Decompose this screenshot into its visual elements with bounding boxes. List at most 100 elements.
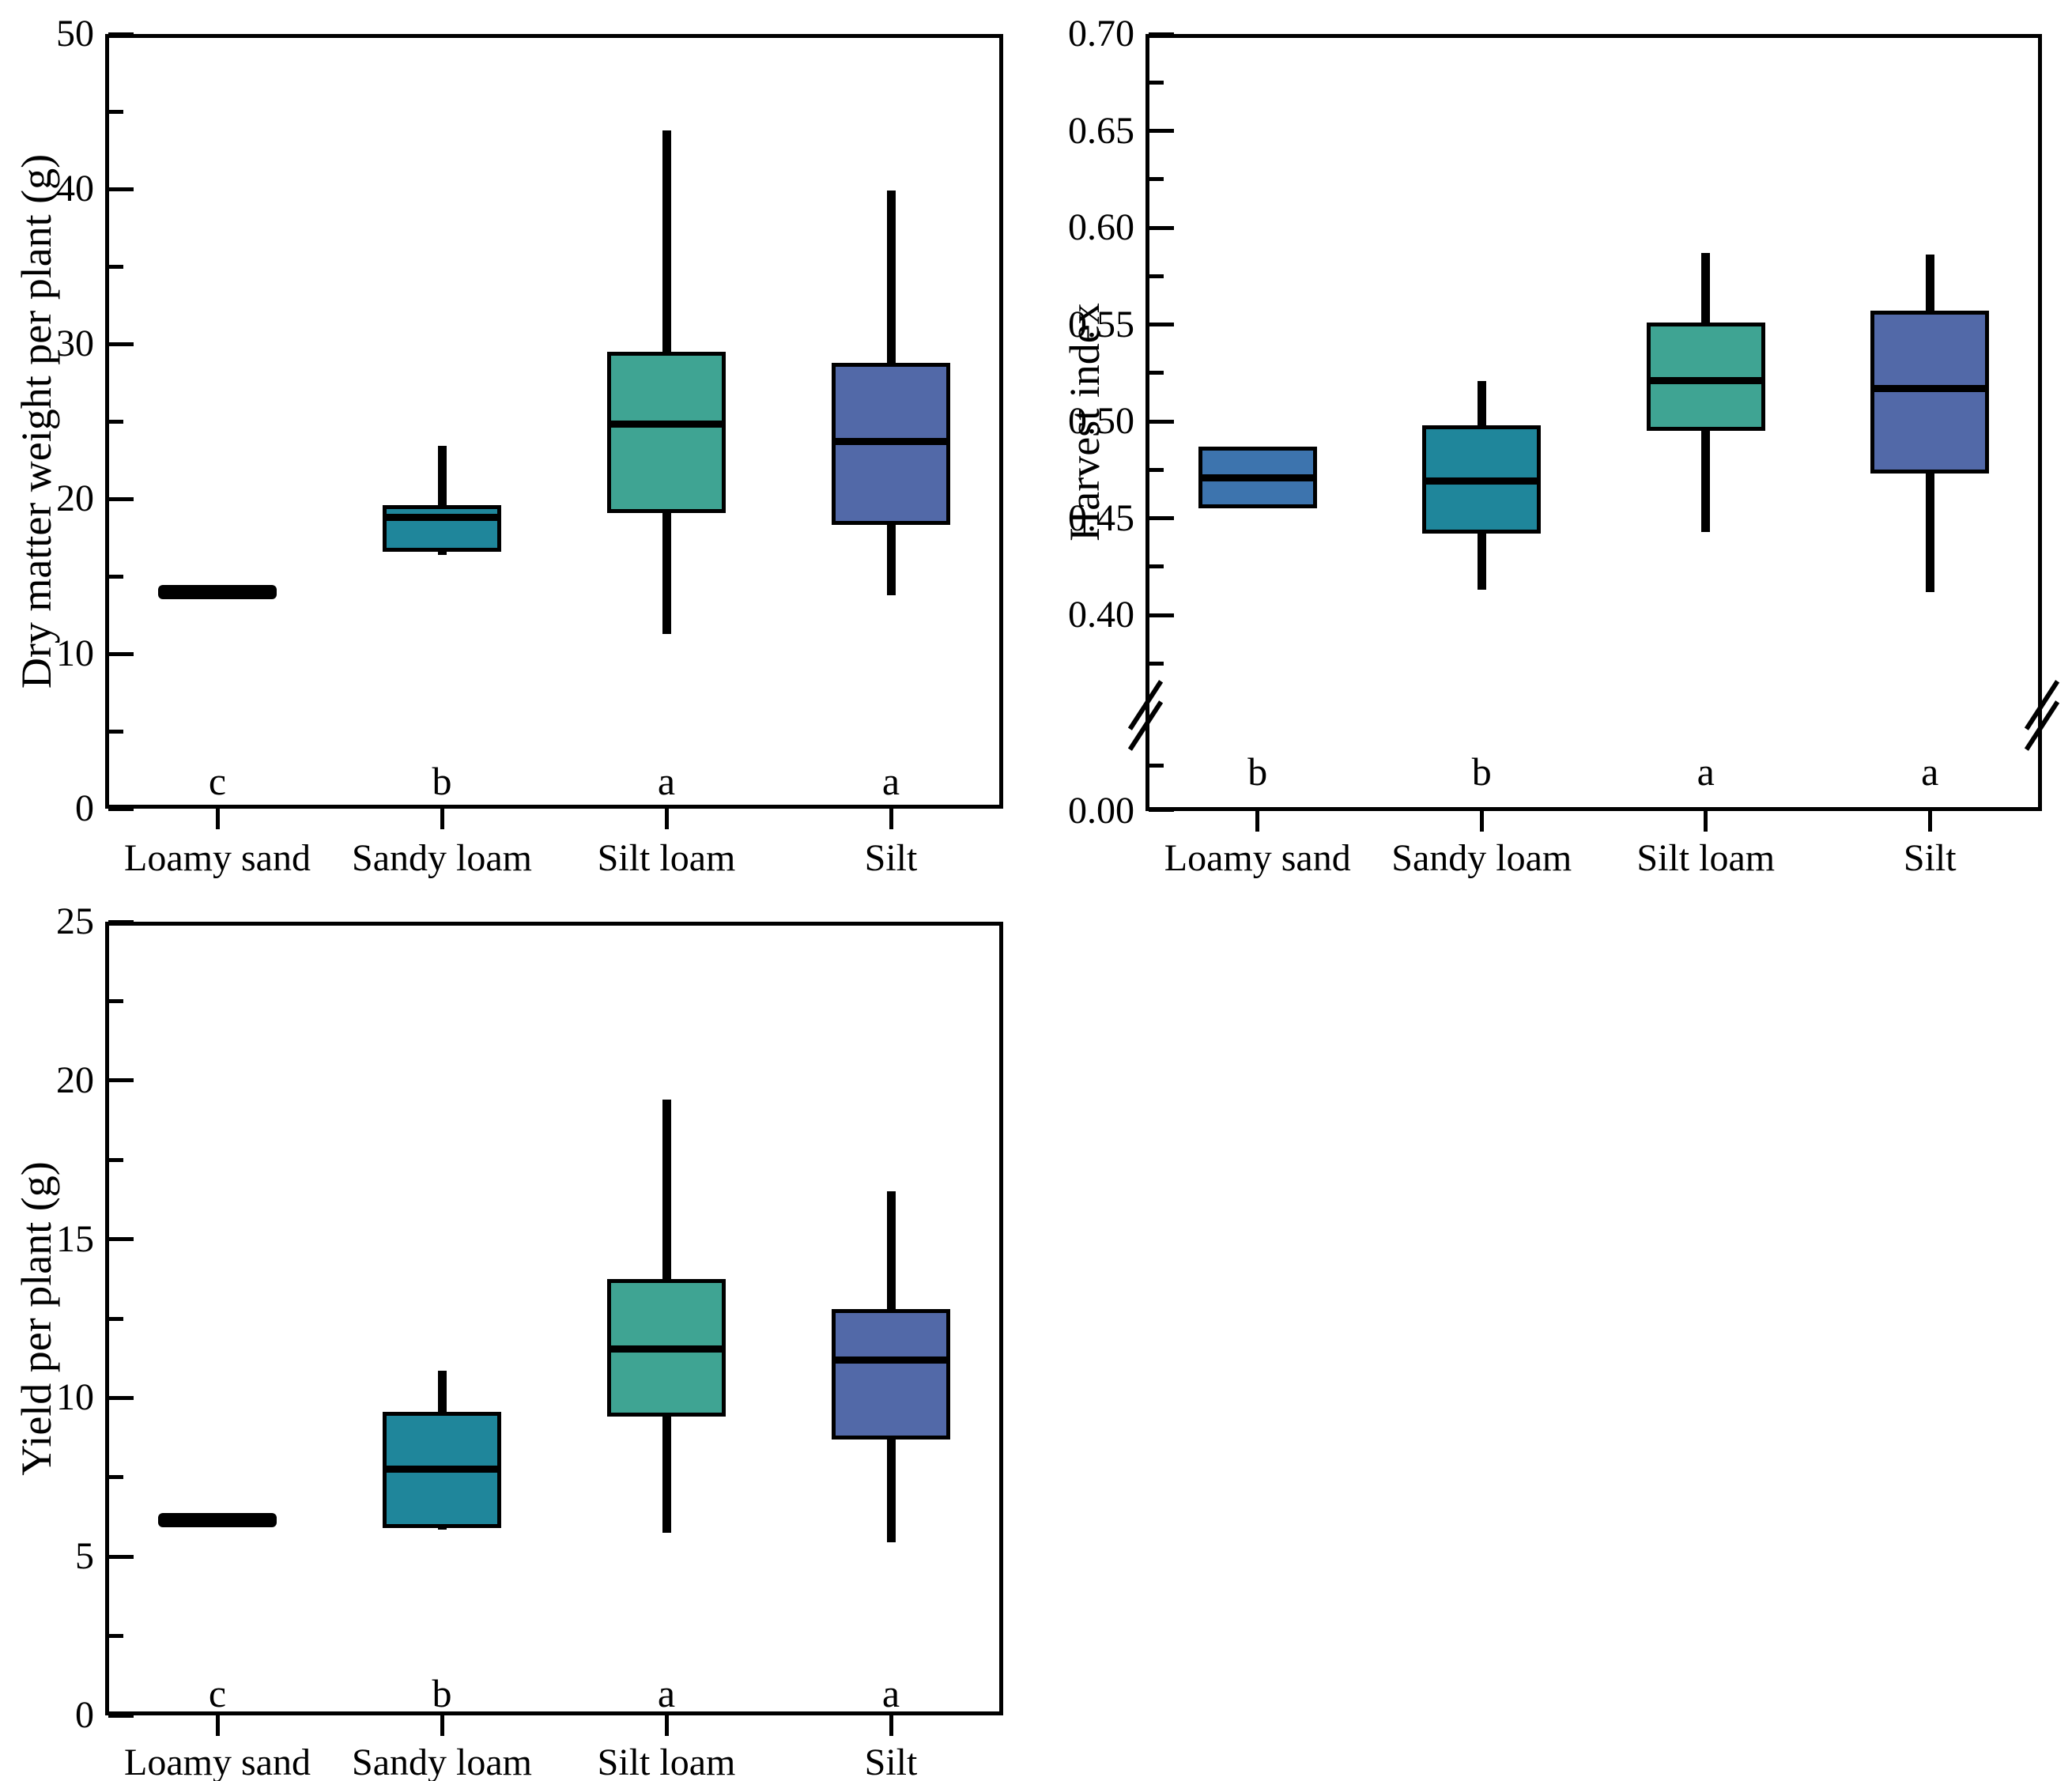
box-median-line [832, 437, 950, 445]
y-axis-tick-label: 0.00 [1068, 790, 1134, 832]
significance-letter: b [1471, 749, 1492, 794]
flat-box-collapsed [158, 584, 277, 599]
y-axis-tick-label: 0.70 [1068, 13, 1134, 55]
significance-letter: a [881, 759, 900, 803]
x-axis-category-label: Silt loam [597, 1741, 736, 1781]
y-axis-minor-tick [1149, 763, 1164, 768]
x-axis-tick [1479, 811, 1484, 832]
y-axis-major-tick [108, 1237, 134, 1242]
x-axis-tick [440, 809, 444, 829]
y-axis-major-tick [1149, 419, 1174, 424]
significance-letter: a [881, 1671, 900, 1715]
significance-letter: b [432, 759, 452, 803]
box-iqr [607, 351, 726, 513]
y-axis-tick-label: 0.55 [1068, 303, 1134, 345]
y-axis-major-tick [108, 919, 134, 924]
y-axis-minor-tick [1149, 177, 1164, 182]
y-axis-minor-tick [108, 574, 123, 579]
x-axis-tick [664, 1715, 669, 1736]
y-axis-major-tick [108, 496, 134, 501]
significance-letter: b [432, 1671, 452, 1715]
x-axis-category-label: Sandy loam [352, 1741, 532, 1781]
y-axis-major-tick [1149, 516, 1174, 520]
y-axis-major-tick [1149, 225, 1174, 230]
y-axis-minor-tick [1149, 661, 1164, 666]
y-axis-tick-label: 0.50 [1068, 400, 1134, 442]
x-axis-category-label: Silt loam [597, 837, 736, 879]
box-median-line [607, 1345, 726, 1353]
x-axis-tick [664, 809, 669, 829]
box-iqr [832, 1308, 950, 1440]
y-axis-minor-tick [108, 1634, 123, 1639]
x-axis-category-label: Sandy loam [352, 837, 532, 879]
y-axis-minor-tick [108, 1316, 123, 1321]
y-axis-tick-label: 5 [75, 1535, 94, 1578]
x-axis-tick [215, 809, 220, 829]
y-axis-tick-label: 0 [75, 787, 94, 829]
x-axis-category-label: Sandy loam [1391, 837, 1572, 879]
y-axis-minor-tick [1149, 467, 1164, 472]
y-axis-major-tick [108, 1554, 134, 1559]
y-axis-major-tick [108, 187, 134, 191]
box-iqr [383, 504, 501, 552]
y-axis-tick-label: 30 [56, 323, 94, 364]
significance-letter: b [1247, 749, 1268, 794]
significance-letter: c [208, 1671, 227, 1715]
y-axis-minor-tick [108, 419, 123, 424]
box-median-line [1198, 474, 1317, 481]
x-axis-category-label: Silt [864, 1741, 918, 1781]
y-axis-title: Yield per plant (g) [13, 1161, 60, 1476]
y-axis-minor-tick [1149, 274, 1164, 278]
significance-letter: c [208, 759, 227, 803]
y-axis-major-tick [108, 1713, 134, 1718]
y-axis-tick-label: 20 [56, 1058, 94, 1101]
significance-letter: a [1696, 749, 1715, 794]
x-axis-category-label: Silt [864, 837, 918, 879]
x-axis-tick [1704, 811, 1708, 832]
x-axis-tick [889, 809, 893, 829]
plot-frame [105, 922, 1003, 1715]
y-axis-minor-tick [108, 1475, 123, 1480]
x-axis-category-label: Loamy sand [124, 1741, 311, 1781]
plot-frame [105, 34, 1003, 809]
y-axis-tick-label: 20 [56, 477, 94, 519]
y-axis-tick-label: 0.45 [1068, 496, 1134, 539]
significance-letter: a [1921, 749, 1939, 794]
box-median-line [383, 514, 501, 522]
significance-letter: a [657, 759, 676, 803]
x-axis-tick [1927, 811, 1932, 832]
y-axis-tick-label: 0.60 [1068, 206, 1134, 248]
y-axis-tick-label: 50 [56, 13, 94, 55]
box-median-line [383, 1466, 501, 1473]
x-axis-tick [1255, 811, 1260, 832]
y-axis-tick-label: 10 [56, 1376, 94, 1419]
x-axis-category-label: Silt [1903, 837, 1957, 879]
y-axis-major-tick [108, 341, 134, 346]
box-whisker [437, 446, 447, 555]
y-axis-tick-label: 10 [56, 632, 94, 674]
y-axis-major-tick [1149, 613, 1174, 617]
y-axis-minor-tick [108, 264, 123, 269]
y-axis-tick-label: 0.40 [1068, 594, 1134, 636]
box-median-line [1422, 477, 1542, 485]
y-axis-tick-label: 0.65 [1068, 109, 1134, 152]
box-median-line [832, 1356, 950, 1364]
y-axis-tick-label: 15 [56, 1217, 94, 1260]
y-axis-major-tick [108, 651, 134, 656]
y-axis-major-tick [108, 806, 134, 811]
x-axis-tick [889, 1715, 893, 1736]
x-axis-tick [440, 1715, 444, 1736]
box-median-line [607, 421, 726, 428]
significance-letter: a [657, 1671, 676, 1715]
box-iqr [1870, 311, 1990, 474]
y-axis-minor-tick [108, 1157, 123, 1162]
y-axis-major-tick [1149, 808, 1174, 812]
y-axis-minor-tick [108, 729, 123, 734]
y-axis-minor-tick [1149, 371, 1164, 375]
y-axis-major-tick [1149, 323, 1174, 326]
y-axis-tick-label: 0 [75, 1694, 94, 1736]
y-axis-major-tick [108, 1395, 134, 1400]
